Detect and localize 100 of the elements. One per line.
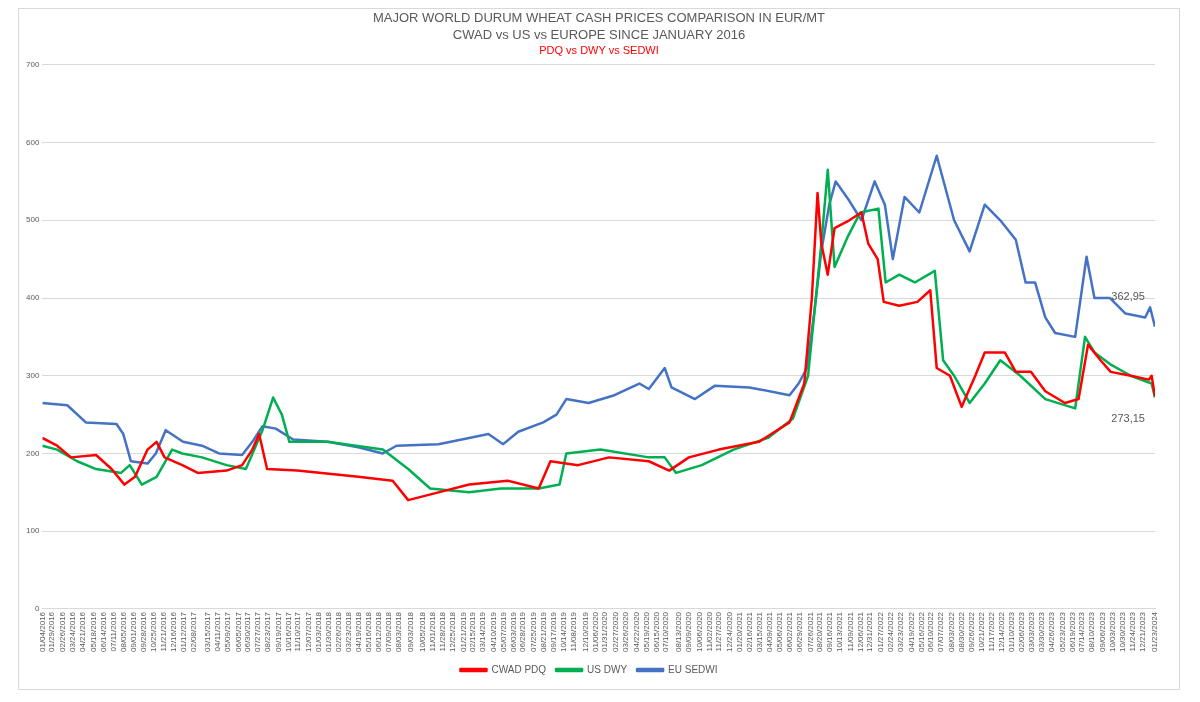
x-tick-label: 09/16/2021 bbox=[825, 611, 835, 653]
y-tick-label: 100 bbox=[25, 526, 40, 536]
x-tick-label: 07/07/2022 bbox=[936, 611, 946, 653]
x-tick-label: 05/18/2016 bbox=[88, 611, 98, 653]
x-tick-label: 06/02/2021 bbox=[785, 611, 795, 653]
x-tick-label: 02/16/2021 bbox=[745, 611, 755, 653]
x-tick-label: 03/23/2018 bbox=[343, 611, 353, 653]
x-tick-label: 06/03/2019 bbox=[508, 611, 518, 653]
x-tick-label: 07/11/2016 bbox=[109, 611, 119, 652]
x-tick-label: 07/14/2023 bbox=[1077, 611, 1087, 653]
x-tick-label: 08/30/2022 bbox=[956, 611, 966, 653]
y-tick-label: 500 bbox=[25, 215, 40, 225]
x-tick-label: 07/26/2021 bbox=[805, 611, 815, 653]
x-tick-label: 07/25/2019 bbox=[528, 611, 538, 653]
x-tick-label: 12/14/2022 bbox=[996, 611, 1006, 653]
x-tick-label: 05/09/2017 bbox=[223, 611, 233, 653]
x-tick-label: 10/06/2020 bbox=[694, 611, 704, 653]
x-tick-label: 10/03/2023 bbox=[1107, 611, 1117, 653]
legend-label: US DWY bbox=[587, 663, 628, 675]
x-tick-label: 06/15/2020 bbox=[651, 611, 661, 653]
x-tick-label: 07/27/2017 bbox=[253, 611, 263, 653]
x-tick-label: 12/21/2023 bbox=[1137, 611, 1147, 653]
x-tick-label: 12/16/2016 bbox=[168, 611, 178, 653]
x-tick-label: 08/23/2017 bbox=[263, 611, 273, 653]
x-tick-label: 01/20/2021 bbox=[734, 611, 744, 653]
y-tick-label: 400 bbox=[25, 293, 40, 303]
x-tick-label: 10/14/2019 bbox=[559, 611, 569, 653]
x-tick-label: 05/19/2020 bbox=[641, 611, 651, 653]
x-tick-label: 09/01/2016 bbox=[128, 611, 138, 653]
x-tick-label: 06/28/2019 bbox=[518, 611, 528, 653]
x-tick-label: 02/15/2019 bbox=[468, 611, 478, 653]
x-tick-label: 03/15/2021 bbox=[755, 611, 765, 653]
x-tick-label: 11/02/2020 bbox=[704, 611, 714, 652]
x-tick-label: 04/22/2020 bbox=[631, 611, 641, 653]
x-tick-label: 12/24/2020 bbox=[724, 611, 734, 653]
x-tick-label: 09/28/2016 bbox=[138, 611, 148, 653]
x-tick-label: 08/10/2023 bbox=[1087, 611, 1097, 653]
x-tick-label: 03/14/2019 bbox=[478, 611, 488, 653]
x-tick-label: 07/10/2020 bbox=[661, 611, 671, 653]
x-tick-label: 12/06/2021 bbox=[855, 611, 865, 653]
x-tick-label: 06/14/2016 bbox=[98, 611, 108, 653]
x-tick-label: 01/23/2024 bbox=[1150, 611, 1160, 653]
x-tick-label: 09/26/2022 bbox=[967, 611, 977, 653]
x-tick-label: 11/21/2016 bbox=[159, 611, 169, 652]
y-tick-label: 700 bbox=[25, 60, 40, 69]
x-tick-label: 06/12/2018 bbox=[374, 611, 384, 653]
x-tick-label: 01/12/2017 bbox=[179, 611, 189, 653]
x-tick-label: 08/20/2021 bbox=[815, 611, 825, 653]
x-tick-label: 03/26/2020 bbox=[621, 611, 631, 653]
x-tick-label: 11/24/2023 bbox=[1127, 611, 1137, 652]
x-tick-label: 08/21/2019 bbox=[538, 611, 548, 653]
x-tick-label: 01/31/2020 bbox=[600, 611, 610, 653]
legend-label: EU SEDWI bbox=[668, 663, 718, 675]
x-tick-label: 12/31/2021 bbox=[865, 611, 875, 653]
x-tick-label: 11/01/2018 bbox=[427, 611, 437, 652]
x-tick-label: 03/30/2023 bbox=[1037, 611, 1047, 653]
y-tick-label: 200 bbox=[25, 448, 40, 458]
x-tick-label: 02/26/2016 bbox=[57, 611, 67, 653]
chart-title: MAJOR WORLD DURUM WHEAT CASH PRICES COMPARISON IN EUR/MT bbox=[371, 9, 827, 26]
x-tick-label: 11/08/2019 bbox=[568, 611, 578, 652]
x-tick-label: 02/27/2020 bbox=[610, 611, 620, 653]
x-tick-label: 04/19/2022 bbox=[906, 611, 916, 653]
x-tick-label: 01/27/2022 bbox=[875, 611, 885, 653]
x-tick-label: 04/09/2021 bbox=[764, 611, 774, 653]
x-tick-label: 09/03/2018 bbox=[405, 611, 415, 653]
x-tick-label: 02/06/2023 bbox=[1017, 611, 1027, 653]
text: PDQ vs DWY vs SEDWI bbox=[538, 43, 660, 57]
annotation: 273,15 bbox=[1111, 411, 1145, 424]
x-tick-label: 10/21/2022 bbox=[976, 611, 986, 653]
x-tick-label: 12/10/2019 bbox=[580, 611, 590, 653]
x-tick-label: 10/25/2016 bbox=[149, 611, 159, 653]
x-tick-label: 11/09/2021 bbox=[845, 611, 855, 652]
x-tick-label: 01/04/2016 bbox=[37, 611, 47, 653]
x-tick-label: 04/19/2018 bbox=[353, 611, 363, 653]
x-tick-label: 02/08/2017 bbox=[189, 611, 199, 653]
x-tick-label: 05/23/2023 bbox=[1057, 611, 1067, 653]
x-tick-label: 04/10/2019 bbox=[488, 611, 498, 653]
x-tick-label: 03/15/2017 bbox=[202, 611, 212, 653]
x-tick-label: 01/06/2020 bbox=[591, 611, 601, 653]
x-tick-label: 02/26/2018 bbox=[334, 611, 344, 653]
x-tick-label: 08/03/2018 bbox=[393, 611, 403, 653]
x-tick-label: 10/30/2023 bbox=[1118, 611, 1128, 653]
x-tick-label: 03/23/2022 bbox=[896, 611, 906, 653]
x-tick-label: 04/11/2017 bbox=[212, 611, 222, 652]
x-tick-label: 12/25/2018 bbox=[448, 611, 458, 653]
y-tick-label: 0 bbox=[34, 604, 40, 614]
x-tick-label: 08/03/2022 bbox=[946, 611, 956, 653]
x-tick-label: 09/19/2017 bbox=[273, 611, 283, 653]
legend-label: CWAD PDQ bbox=[491, 663, 547, 675]
x-tick-label: 03/24/2016 bbox=[67, 611, 77, 653]
x-tick-label: 08/05/2016 bbox=[118, 611, 128, 653]
x-tick-label: 11/17/2022 bbox=[986, 611, 996, 652]
x-tick-label: 11/28/2018 bbox=[438, 611, 448, 652]
x-tick-label: 06/19/2023 bbox=[1067, 611, 1077, 653]
x-tick-label: 06/30/2017 bbox=[242, 611, 252, 653]
x-tick-label: 01/29/2016 bbox=[47, 611, 57, 653]
x-tick-label: 02/24/2022 bbox=[886, 611, 896, 653]
x-tick-label: 08/13/2020 bbox=[674, 611, 684, 653]
x-tick-label: 12/07/2017 bbox=[303, 611, 313, 653]
x-tick-label: 06/29/2021 bbox=[795, 611, 805, 653]
